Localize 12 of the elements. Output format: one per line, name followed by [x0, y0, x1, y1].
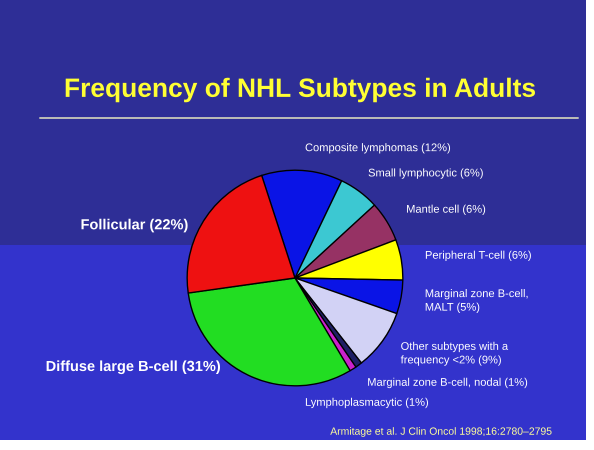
- slice-label: Peripheral T-cell (6%): [426, 250, 531, 262]
- slice-label: Small lymphocytic (6%): [368, 168, 483, 179]
- text: Armitage et al. J Clin Oncol 1998;16:2780–2795: [330, 427, 552, 437]
- slice-label: Diffuse large B-cell (31%): [46, 360, 220, 374]
- slice-label: Composite lymphomas (12%): [306, 143, 450, 154]
- slice-label: Marginal zone B-cell, nodal (1%): [368, 378, 528, 388]
- slice-label: Marginal zone B-cell, MALT (5%): [426, 289, 528, 313]
- slice-label: Other subtypes with a frequency <2% (9%): [400, 342, 508, 366]
- chart-title: Frequency of NHL Subtypes in Adults: [66, 78, 535, 102]
- slice-label: Mantle cell (6%): [407, 204, 486, 215]
- slice-label: Lymphoplasmacytic (1%): [306, 398, 428, 408]
- slice-label: Follicular (22%): [82, 218, 188, 232]
